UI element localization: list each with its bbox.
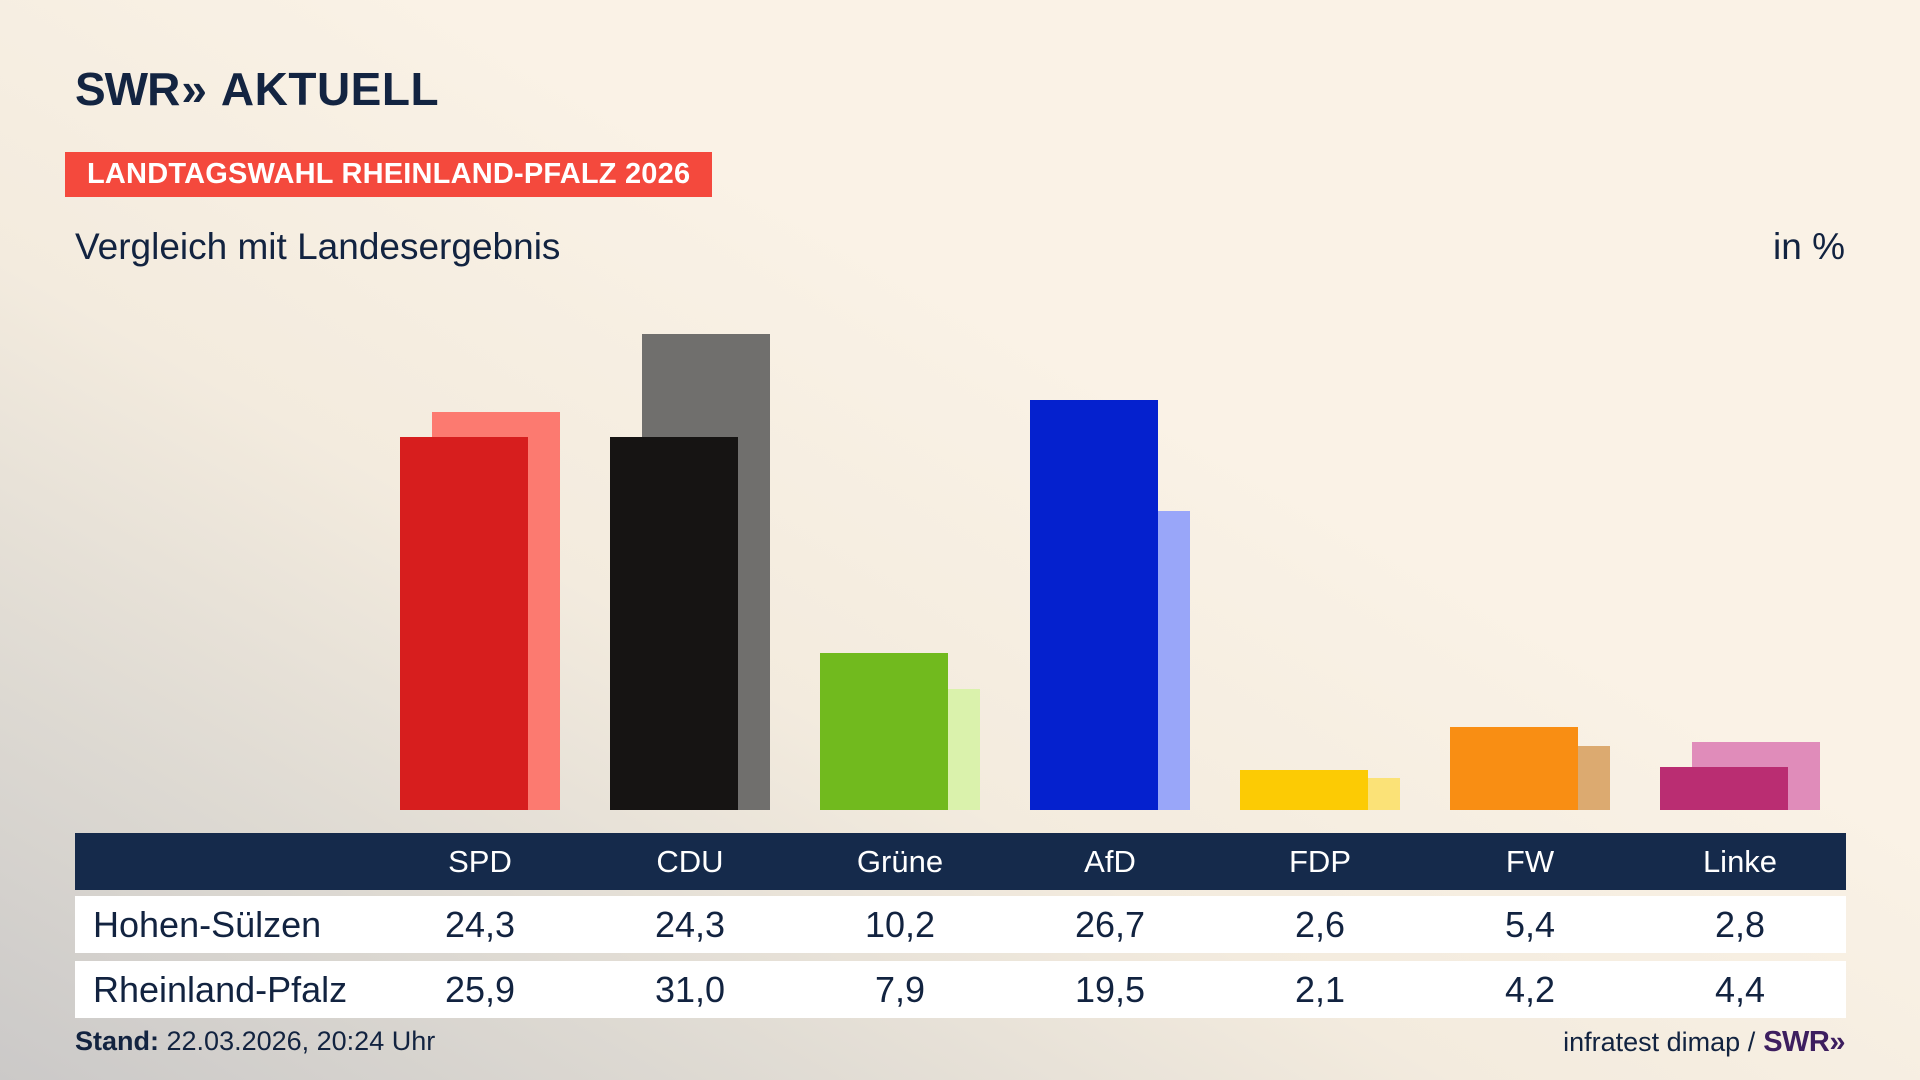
value-cdu: 31,0 [654, 968, 726, 1010]
bar-grüne-hohen-suelzen [820, 653, 948, 810]
source-credit: infratest dimap / SWR» [1563, 1026, 1845, 1059]
value-spd: 25,9 [444, 968, 516, 1010]
column-header-fw: FW [1505, 843, 1555, 879]
value-fdp: 2,1 [1294, 968, 1346, 1010]
source-credit-text: infratest dimap / [1563, 1027, 1756, 1057]
value-afd: 19,5 [1074, 968, 1146, 1010]
value-fdp: 2,6 [1294, 903, 1346, 945]
row-label: Rheinland-Pfalz [93, 968, 348, 1010]
value-linke: 4,4 [1714, 968, 1766, 1010]
timestamp: Stand: 22.03.2026, 20:24 Uhr [75, 1026, 435, 1057]
column-header-spd: SPD [448, 843, 512, 879]
timestamp-value: 22.03.2026, 20:24 Uhr [166, 1026, 436, 1056]
row-label: Hohen-Sülzen [93, 903, 322, 945]
chart-title: Vergleich mit Landesergebnis [75, 226, 561, 267]
value-linke: 2,8 [1714, 903, 1766, 945]
table-row-hohen-suelzen: Hohen-Sülzen 24,3 24,3 10,2 26,7 2,6 5,4 2,8 [75, 896, 1846, 953]
timestamp-label: Stand: [75, 1026, 159, 1056]
bar-cdu-hohen-suelzen [610, 437, 738, 810]
value-grüne: 10,2 [864, 903, 936, 945]
bar-afd-hohen-suelzen [1030, 400, 1158, 810]
value-spd: 24,3 [444, 903, 516, 945]
bar-spd-hohen-suelzen [400, 437, 528, 810]
swr-aktuell-logo: SWR» AKTUELL [75, 66, 439, 112]
value-fw: 5,4 [1504, 903, 1556, 945]
value-afd: 26,7 [1074, 903, 1146, 945]
column-header-linke: Linke [1702, 843, 1778, 879]
logo-aktuell-text: AKTUELL [220, 63, 440, 115]
source-swr-logo: SWR» [1763, 1026, 1845, 1058]
logo-swr-text: SWR [75, 63, 180, 115]
bar-linke-hohen-suelzen [1660, 767, 1788, 810]
unit-label: in % [1773, 226, 1845, 267]
column-header-grüne: Grüne [856, 843, 944, 879]
logo-chevrons-icon: » [181, 63, 207, 115]
value-cdu: 24,3 [654, 903, 726, 945]
election-badge: LANDTAGSWAHL RHEINLAND-PFALZ 2026 [65, 152, 713, 197]
table-header-row: SPD CDU Grüne AfD FDP FW Linke [75, 833, 1846, 890]
value-fw: 4,2 [1504, 968, 1556, 1010]
column-header-afd: AfD [1084, 843, 1136, 879]
bar-fw-hohen-suelzen [1450, 727, 1578, 810]
column-header-fdp: FDP [1289, 843, 1351, 879]
bar-fdp-hohen-suelzen [1240, 770, 1368, 810]
table-row-rheinland-pfalz: Rheinland-Pfalz 25,9 31,0 7,9 19,5 2,1 4,2 4,4 [75, 961, 1846, 1018]
value-grüne: 7,9 [874, 968, 926, 1010]
column-header-cdu: CDU [656, 843, 724, 879]
